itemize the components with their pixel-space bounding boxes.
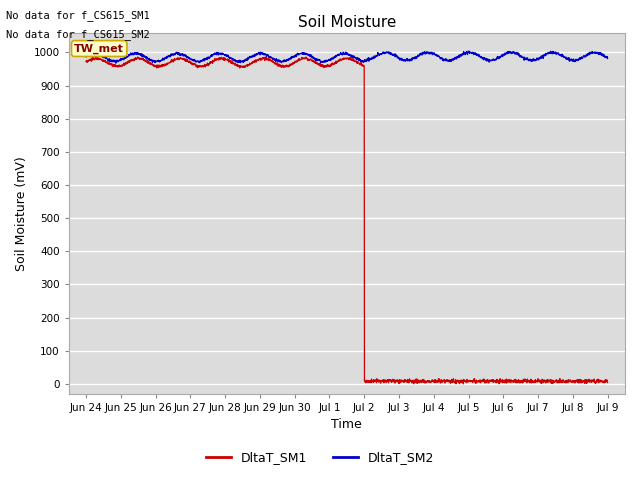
DltaT_SM2 (589, 49, 596, 55)
DltaT_SM2 (336, 51, 344, 57)
Text: TW_met: TW_met (74, 43, 124, 54)
Line: DltaT_SM1: DltaT_SM1 (86, 57, 607, 384)
DltaT_SM2 (112, 60, 120, 66)
DltaT_SM1 (410, 381, 418, 387)
DltaT_SM1 (498, 377, 506, 383)
Title: Soil Moisture: Soil Moisture (298, 15, 396, 30)
Text: No data for f_CS615_SM2: No data for f_CS615_SM2 (6, 29, 150, 40)
Legend: DltaT_SM1, DltaT_SM2: DltaT_SM1, DltaT_SM2 (201, 446, 439, 469)
DltaT_SM2 (493, 55, 501, 61)
X-axis label: Time: Time (332, 419, 362, 432)
DltaT_SM2 (589, 50, 597, 56)
DltaT_SM2 (109, 58, 116, 64)
Text: No data for f_CS615_SM1: No data for f_CS615_SM1 (6, 10, 150, 21)
Y-axis label: Soil Moisture (mV): Soil Moisture (mV) (15, 156, 28, 271)
DltaT_SM2 (604, 56, 611, 61)
DltaT_SM1 (134, 54, 141, 60)
DltaT_SM1 (255, 57, 263, 62)
DltaT_SM1 (350, 58, 358, 64)
DltaT_SM1 (425, 379, 433, 384)
DltaT_SM1 (83, 59, 90, 65)
DltaT_SM1 (471, 379, 479, 385)
DltaT_SM2 (83, 54, 90, 60)
DltaT_SM2 (465, 48, 473, 54)
DltaT_SM1 (83, 59, 90, 64)
DltaT_SM1 (604, 380, 611, 385)
Line: DltaT_SM2: DltaT_SM2 (86, 51, 607, 63)
DltaT_SM2 (323, 57, 330, 63)
